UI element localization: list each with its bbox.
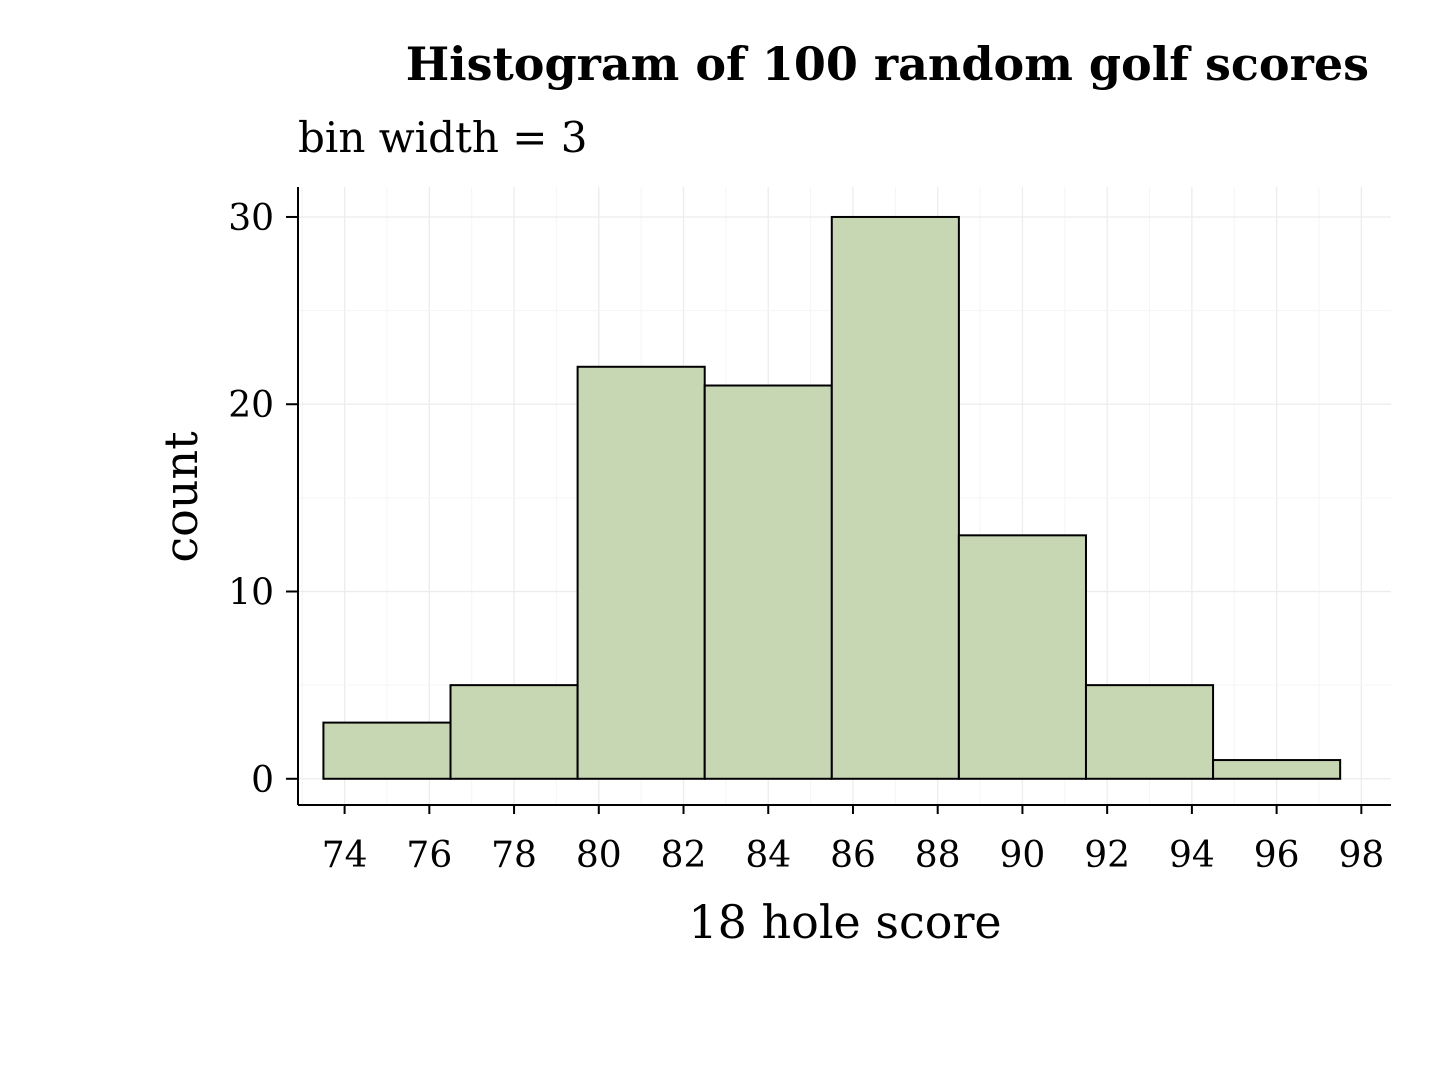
x-axis-ticks: 74 76 78 80 82 84 86 88 90 92 94 96 98 (322, 805, 1384, 876)
x-tick-label: 74 (322, 835, 368, 876)
x-axis-title: 18 hole score (688, 895, 1001, 949)
x-tick-label: 94 (1169, 835, 1215, 876)
histogram-bar-8 (1212, 759, 1342, 780)
x-tick-label: 80 (576, 835, 622, 876)
x-tick-label: 86 (830, 835, 876, 876)
y-tick-label: 0 (251, 760, 274, 801)
y-axis-ticks: 0 10 20 30 (228, 198, 298, 801)
axes (297, 187, 1391, 806)
x-tick-label: 92 (1084, 835, 1130, 876)
x-tick-label: 98 (1338, 835, 1384, 876)
x-tick-label: 90 (1000, 835, 1046, 876)
histogram-bar-1 (322, 721, 452, 780)
histogram-bar-6 (957, 534, 1087, 780)
x-tick-label: 96 (1254, 835, 1300, 876)
x-tick-label: 84 (745, 835, 791, 876)
histogram-bar-2 (449, 684, 579, 780)
chart-subtitle: bin width = 3 (298, 113, 588, 162)
y-tick-label: 20 (228, 385, 274, 426)
y-tick-label: 10 (228, 573, 274, 614)
histogram-bars (322, 215, 1342, 780)
y-axis-title: count (154, 431, 208, 563)
histogram-bar-5 (830, 215, 960, 780)
histogram-bar-3 (576, 365, 706, 780)
x-tick-label: 78 (491, 835, 537, 876)
y-tick-label: 30 (228, 198, 274, 239)
x-tick-label: 82 (661, 835, 707, 876)
x-tick-label: 88 (915, 835, 961, 876)
chart-title: Histogram of 100 random golf scores (406, 37, 1369, 91)
x-tick-label: 76 (406, 835, 452, 876)
histogram-bar-7 (1084, 684, 1215, 780)
histogram-bar-4 (703, 384, 833, 780)
